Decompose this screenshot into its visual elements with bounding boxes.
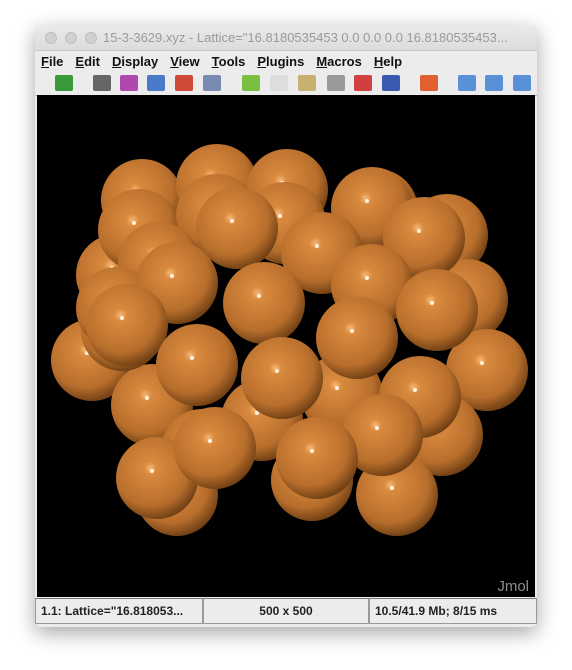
toolbar	[35, 71, 537, 96]
first-icon[interactable]	[458, 75, 476, 91]
window-title: 15-3-3629.xyz - Lattice="16.8180535453 0…	[103, 30, 508, 45]
atom-highlight	[255, 411, 259, 415]
atom-highlight	[120, 316, 124, 320]
atom	[316, 297, 398, 379]
open-icon[interactable]	[55, 75, 73, 91]
home-icon[interactable]	[420, 75, 438, 91]
atom-highlight	[275, 369, 279, 373]
atom	[341, 394, 423, 476]
select-icon[interactable]	[270, 75, 288, 91]
atom-highlight	[430, 301, 434, 305]
minimize-button[interactable]	[65, 32, 77, 44]
atom-highlight	[278, 214, 282, 218]
atom	[174, 407, 256, 489]
atom-highlight	[417, 229, 421, 233]
print-icon[interactable]	[203, 75, 221, 91]
menu-item[interactable]: File	[41, 53, 64, 69]
zoom-button[interactable]	[85, 32, 97, 44]
status-memory: 10.5/41.9 Mb; 8/15 ms	[369, 598, 537, 624]
measure-icon[interactable]	[298, 75, 316, 91]
label-icon[interactable]	[354, 75, 372, 91]
prev-icon[interactable]	[485, 75, 503, 91]
atom-highlight	[365, 276, 369, 280]
atom-highlight	[390, 486, 394, 490]
menu-item[interactable]: Help	[373, 53, 403, 69]
menu-item[interactable]: View	[170, 53, 200, 69]
atom	[156, 324, 238, 406]
atom	[396, 269, 478, 351]
atom-highlight	[315, 244, 319, 248]
menu-bar: File Edit Display View Tools Plugins Macros Hel…	[35, 51, 537, 71]
menu-item[interactable]: Plugins	[257, 53, 305, 69]
atom-highlight	[170, 274, 174, 278]
atom-highlight	[350, 329, 354, 333]
atom-highlight	[145, 396, 149, 400]
menu-item[interactable]: Edit	[75, 53, 100, 69]
next-icon[interactable]	[513, 75, 531, 91]
atom	[196, 187, 278, 269]
atom	[241, 337, 323, 419]
status-size: 500 x 500	[203, 598, 369, 624]
spectrum-icon[interactable]	[120, 75, 138, 91]
atom-highlight	[230, 219, 234, 223]
camera-icon[interactable]	[93, 75, 111, 91]
menu-item[interactable]: Display	[111, 53, 159, 69]
atom	[223, 262, 305, 344]
watermark: Jmol	[497, 578, 529, 595]
atom-highlight	[257, 294, 261, 298]
window: 15-3-3629.xyz - Lattice="16.8180535453 0…	[35, 25, 537, 627]
atom-highlight	[375, 426, 379, 430]
atom-highlight	[150, 469, 154, 473]
atom-highlight	[335, 386, 339, 390]
atom	[383, 197, 465, 279]
title-bar: 15-3-3629.xyz - Lattice="16.8180535453 0…	[35, 25, 537, 51]
status-model: 1.1: Lattice="16.818053...	[35, 598, 203, 624]
pick-icon[interactable]	[147, 75, 165, 91]
close-button[interactable]	[45, 32, 57, 44]
atom	[86, 284, 168, 366]
menu-item[interactable]: Macros	[316, 53, 362, 69]
atom	[276, 417, 358, 499]
atom-highlight	[480, 361, 484, 365]
rotate-icon[interactable]	[242, 75, 260, 91]
viewer[interactable]: Jmol	[37, 95, 535, 597]
molecule-icon[interactable]	[382, 75, 400, 91]
atom-highlight	[365, 199, 369, 203]
edit-icon[interactable]	[175, 75, 193, 91]
atom-highlight	[208, 439, 212, 443]
menu-item[interactable]: Tools	[211, 53, 246, 69]
atom-highlight	[413, 388, 417, 392]
molecule	[51, 144, 528, 536]
atom-highlight	[310, 449, 314, 453]
atom-highlight	[190, 356, 194, 360]
atom-highlight	[132, 221, 136, 225]
atom	[446, 329, 528, 411]
status-bar: 1.1: Lattice="16.818053... 500 x 500 10.…	[35, 597, 537, 625]
center-icon[interactable]	[327, 75, 345, 91]
